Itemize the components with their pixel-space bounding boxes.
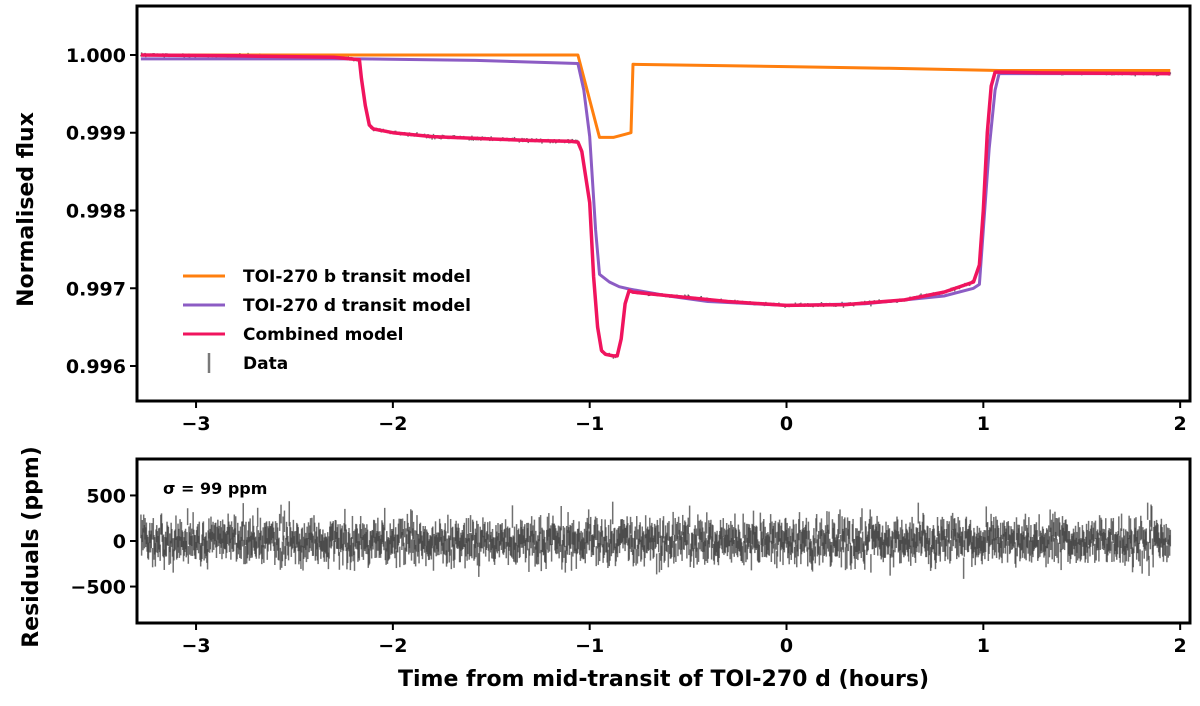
x-tick-label: 2 (1174, 413, 1187, 435)
x-tick-label: −1 (575, 635, 604, 657)
x-tick-label: −3 (181, 635, 210, 657)
y-tick-label: 0.998 (66, 200, 126, 222)
x-tick-label: 2 (1174, 635, 1187, 657)
flux-y-axis-title: Normalised flux (14, 112, 39, 307)
flux-panel: −3 −2 −1 0 1 2 1.000 0.999 0.998 0.997 0.996 Norm… (14, 4, 1192, 435)
x-axis-title: Time from mid-transit of TOI-270 d (hour… (398, 667, 929, 692)
flux-y-ticks: 1.000 0.999 0.998 0.997 0.996 (66, 45, 137, 378)
y-tick-label: 0.999 (66, 123, 126, 145)
residuals-panel: −3 −2 −1 0 1 2 500 0 −500 Residuals (ppm) Time … (19, 446, 1192, 692)
y-tick-label: −500 (70, 577, 126, 599)
x-tick-label: −1 (575, 413, 604, 435)
flux-model-lines (140, 53, 1171, 358)
x-tick-label: 0 (780, 635, 793, 657)
legend-label: TOI-270 b transit model (243, 267, 471, 287)
y-tick-label: 0.997 (66, 278, 126, 300)
model-line-toi-270-b-transit-model (140, 53, 1171, 139)
y-tick-label: 0 (113, 531, 126, 553)
y-tick-label: 1.000 (66, 45, 126, 67)
x-tick-label: 1 (977, 413, 990, 435)
legend-label: Data (243, 354, 288, 374)
x-tick-label: 1 (977, 635, 990, 657)
x-tick-label: 0 (780, 413, 793, 435)
model-line-combined-model (140, 53, 1171, 358)
legend-label: TOI-270 d transit model (243, 296, 471, 316)
flux-panel-frame (135, 4, 1192, 403)
y-tick-label: 500 (86, 485, 126, 507)
residuals-y-ticks: 500 0 −500 (70, 485, 137, 599)
x-tick-label: −2 (378, 635, 407, 657)
residuals-x-ticks: −3 −2 −1 0 1 2 (181, 623, 1187, 657)
legend: TOI-270 b transit model TOI-270 d transit… (183, 267, 471, 374)
x-tick-label: −2 (378, 413, 407, 435)
y-tick-label: 0.996 (66, 356, 126, 378)
sigma-annotation: σ = 99 ppm (163, 479, 267, 498)
residuals-y-axis-title: Residuals (ppm) (19, 446, 44, 648)
x-tick-label: −3 (181, 413, 210, 435)
flux-x-ticks: −3 −2 −1 0 1 2 (181, 401, 1187, 435)
residual-data-errorbars (140, 501, 1172, 579)
legend-label: Combined model (243, 325, 404, 345)
